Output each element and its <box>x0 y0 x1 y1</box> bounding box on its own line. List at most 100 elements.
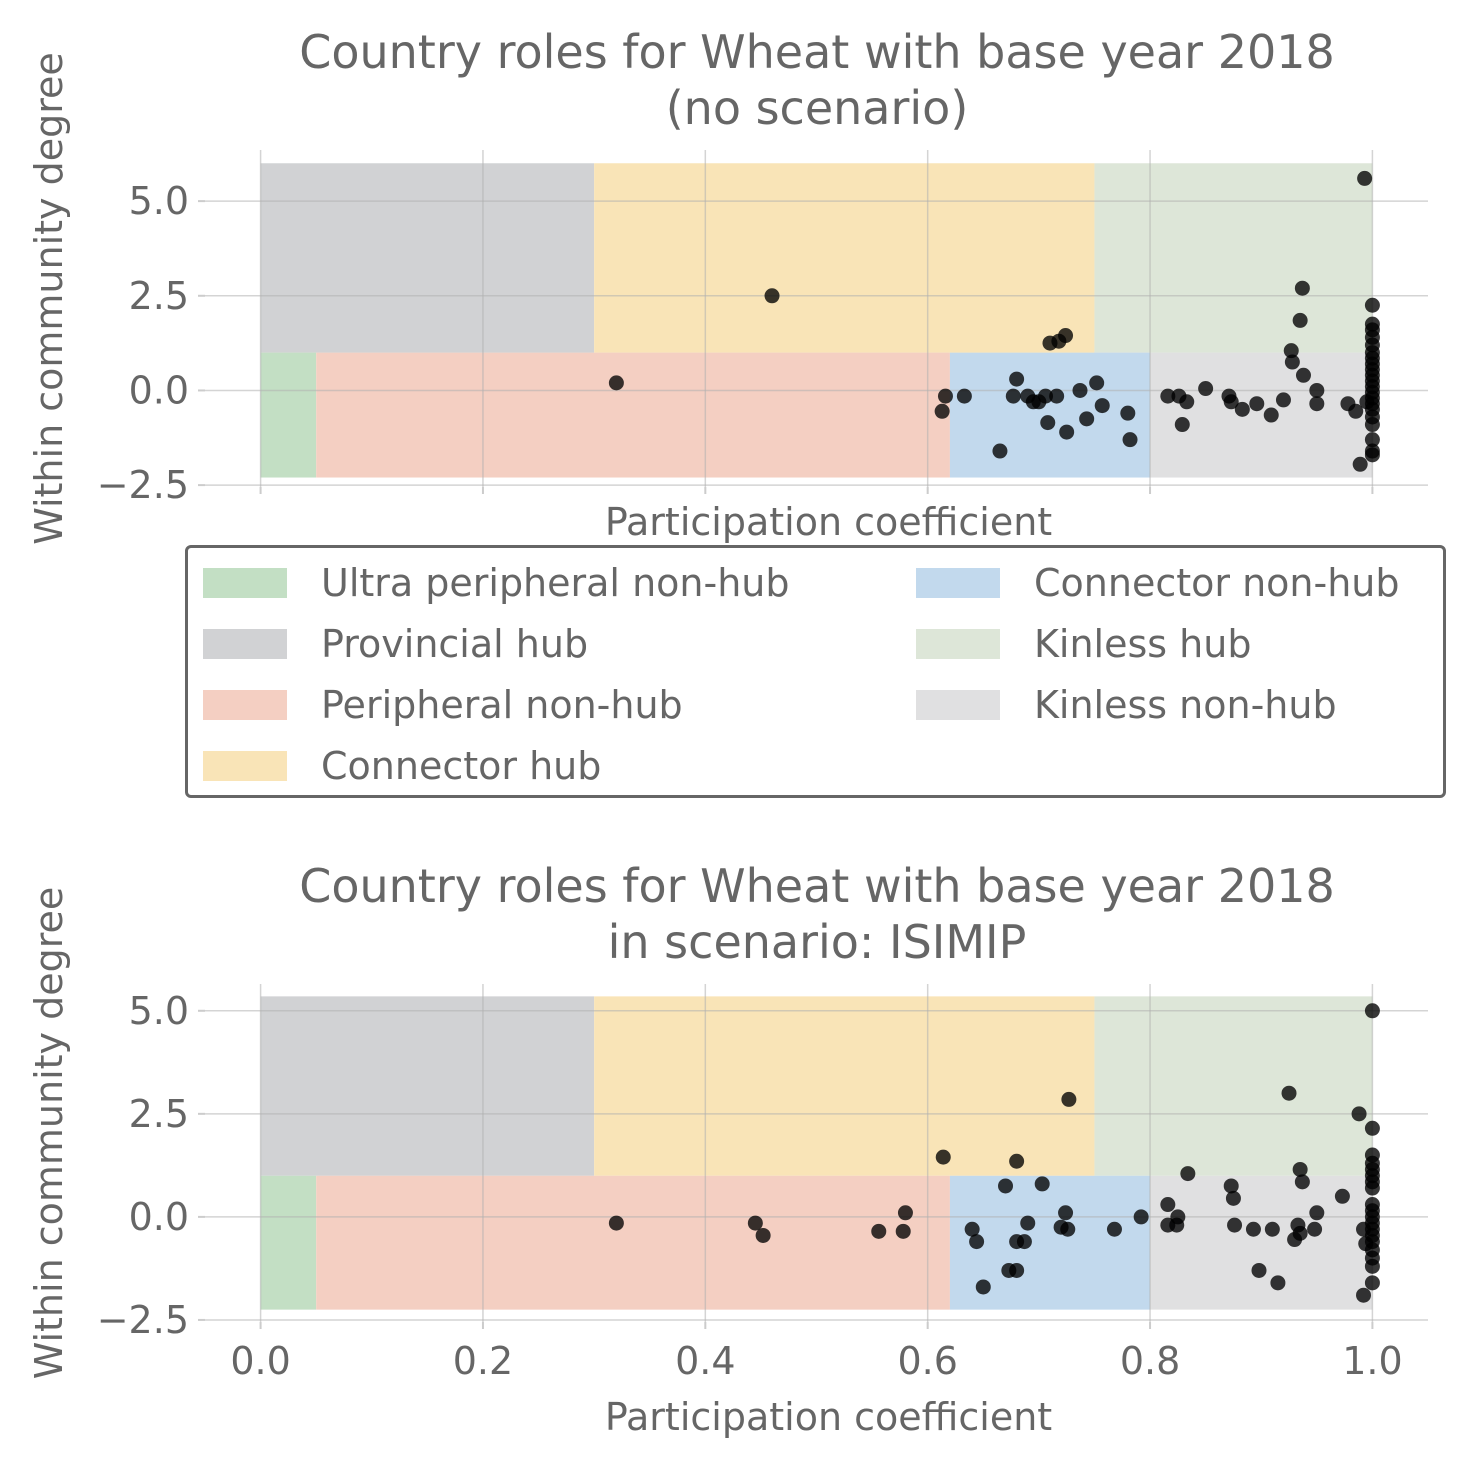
data-point <box>992 443 1008 459</box>
region-ultra-peripheral-non-hub <box>260 352 317 478</box>
x-tick-label: 0.2 <box>453 1339 513 1383</box>
data-point <box>1198 381 1214 397</box>
data-point <box>975 1279 991 1295</box>
chart-bottom-title-line2: in scenario: ISIMIP <box>607 915 1027 969</box>
data-point <box>1005 388 1021 404</box>
data-point <box>1295 367 1311 383</box>
data-point <box>1292 312 1308 328</box>
data-point <box>1284 354 1300 370</box>
data-point <box>1040 415 1056 431</box>
data-point <box>747 1215 763 1231</box>
data-point <box>1364 1258 1380 1274</box>
data-point <box>1292 1225 1308 1241</box>
data-point <box>1079 411 1095 427</box>
y-tick-label: −2.5 <box>97 1298 189 1342</box>
data-point <box>1283 343 1299 359</box>
data-point <box>1245 1221 1261 1237</box>
data-point <box>934 403 950 419</box>
legend-item-kinless-hub: Kinless hub <box>916 619 1251 669</box>
y-tick-label: 2.5 <box>129 274 189 318</box>
legend-item-provincial-hub: Provincial hub <box>203 619 588 669</box>
data-point <box>895 1223 911 1239</box>
data-point <box>1294 280 1310 296</box>
data-point <box>1120 405 1136 421</box>
region-provincial-hub <box>260 163 595 353</box>
data-point <box>1309 396 1325 412</box>
chart-bottom-title: Country roles for Wheat with base year 2… <box>200 858 1434 970</box>
data-point <box>1072 382 1088 398</box>
data-point <box>1364 1120 1380 1136</box>
data-point <box>1357 170 1373 186</box>
legend: Ultra peripheral non-hub Provincial hub … <box>185 545 1446 798</box>
data-point <box>956 388 972 404</box>
legend-swatch <box>203 629 287 659</box>
data-point <box>1225 1190 1241 1206</box>
data-point <box>969 1234 985 1250</box>
data-point <box>1094 398 1110 414</box>
data-point <box>871 1223 887 1239</box>
data-point <box>1309 382 1325 398</box>
data-point <box>1352 456 1368 472</box>
region-kinless-non-hub <box>1150 352 1373 478</box>
data-point <box>1160 1197 1176 1213</box>
x-tick-label: 0.8 <box>1120 1339 1180 1383</box>
legend-swatch <box>916 629 1000 659</box>
x-tick-label: 0.6 <box>897 1339 957 1383</box>
y-axis-label: Within community degree <box>27 887 71 1380</box>
data-point <box>1364 447 1380 463</box>
data-point <box>1180 1166 1196 1182</box>
data-point <box>1179 394 1195 410</box>
legend-item-connector-non-hub: Connector non-hub <box>916 558 1400 608</box>
data-point <box>897 1205 913 1221</box>
chart-bottom-title-line1: Country roles for Wheat with base year 2… <box>299 859 1335 913</box>
legend-swatch <box>203 568 287 598</box>
legend-swatch <box>203 751 287 781</box>
data-point <box>935 1149 951 1165</box>
data-point <box>1038 388 1054 404</box>
data-point <box>1106 1221 1122 1237</box>
data-point <box>1264 1221 1280 1237</box>
data-point <box>1270 1275 1286 1291</box>
chart-top-title-line2: (no scenario) <box>665 81 969 135</box>
data-point <box>1160 388 1176 404</box>
data-point <box>755 1227 771 1243</box>
legend-swatch <box>916 568 1000 598</box>
x-tick-label: 0.4 <box>675 1339 735 1383</box>
data-point <box>1016 1234 1032 1250</box>
y-tick-label: 5.0 <box>129 989 189 1033</box>
data-point <box>998 1178 1014 1194</box>
region-provincial-hub <box>260 996 595 1176</box>
data-point <box>1364 1275 1380 1291</box>
data-point <box>1058 1205 1074 1221</box>
data-point <box>764 288 780 304</box>
data-point <box>1058 328 1074 344</box>
data-point <box>1122 432 1138 448</box>
data-point <box>1294 1174 1310 1190</box>
data-point <box>1348 403 1364 419</box>
data-point <box>1364 1180 1380 1196</box>
legend-label: Ultra peripheral non-hub <box>321 561 790 605</box>
legend-item-connector-hub: Connector hub <box>203 741 601 791</box>
data-point <box>1034 1176 1050 1192</box>
data-point <box>1009 1153 1025 1169</box>
chart-top-title-line1: Country roles for Wheat with base year 2… <box>299 25 1335 79</box>
legend-item-ultra-peripheral-non-hub: Ultra peripheral non-hub <box>203 558 790 608</box>
data-point <box>1061 1091 1077 1107</box>
data-point <box>1364 297 1380 313</box>
data-point <box>937 388 953 404</box>
legend-label: Connector non-hub <box>1034 561 1400 605</box>
y-tick-label: 0.0 <box>129 368 189 412</box>
data-point <box>608 1215 624 1231</box>
legend-swatch <box>916 690 1000 720</box>
region-peripheral-non-hub <box>316 1175 950 1310</box>
data-point <box>1060 1221 1076 1237</box>
y-axis-label: Within community degree <box>27 52 71 545</box>
y-tick-label: 0.0 <box>129 1195 189 1239</box>
x-tick-label: 0.0 <box>230 1339 290 1383</box>
region-connector-non-hub <box>949 352 1151 478</box>
region-peripheral-non-hub <box>316 352 950 478</box>
data-point <box>1234 401 1250 417</box>
region-connector-hub <box>594 996 1095 1176</box>
legend-label: Connector hub <box>321 744 602 788</box>
chart-bottom-isimip: 0.0 0.2 0.4 0.6 0.8 1.0 −2.5 0.0 2.5 5.0 Participa… <box>27 887 1428 1439</box>
